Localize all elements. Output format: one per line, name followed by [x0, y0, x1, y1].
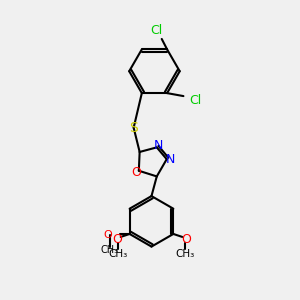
- Text: N: N: [154, 140, 163, 152]
- Text: O: O: [181, 233, 191, 246]
- Text: CH₃: CH₃: [108, 249, 127, 259]
- Text: N: N: [166, 153, 175, 166]
- Text: S: S: [129, 121, 138, 135]
- Text: O: O: [103, 230, 112, 241]
- Text: O: O: [112, 233, 122, 246]
- Text: CH₃: CH₃: [176, 249, 195, 259]
- Text: CH₃: CH₃: [100, 245, 119, 255]
- Text: O: O: [131, 166, 141, 179]
- Text: Cl: Cl: [151, 23, 163, 37]
- Text: Cl: Cl: [189, 94, 202, 107]
